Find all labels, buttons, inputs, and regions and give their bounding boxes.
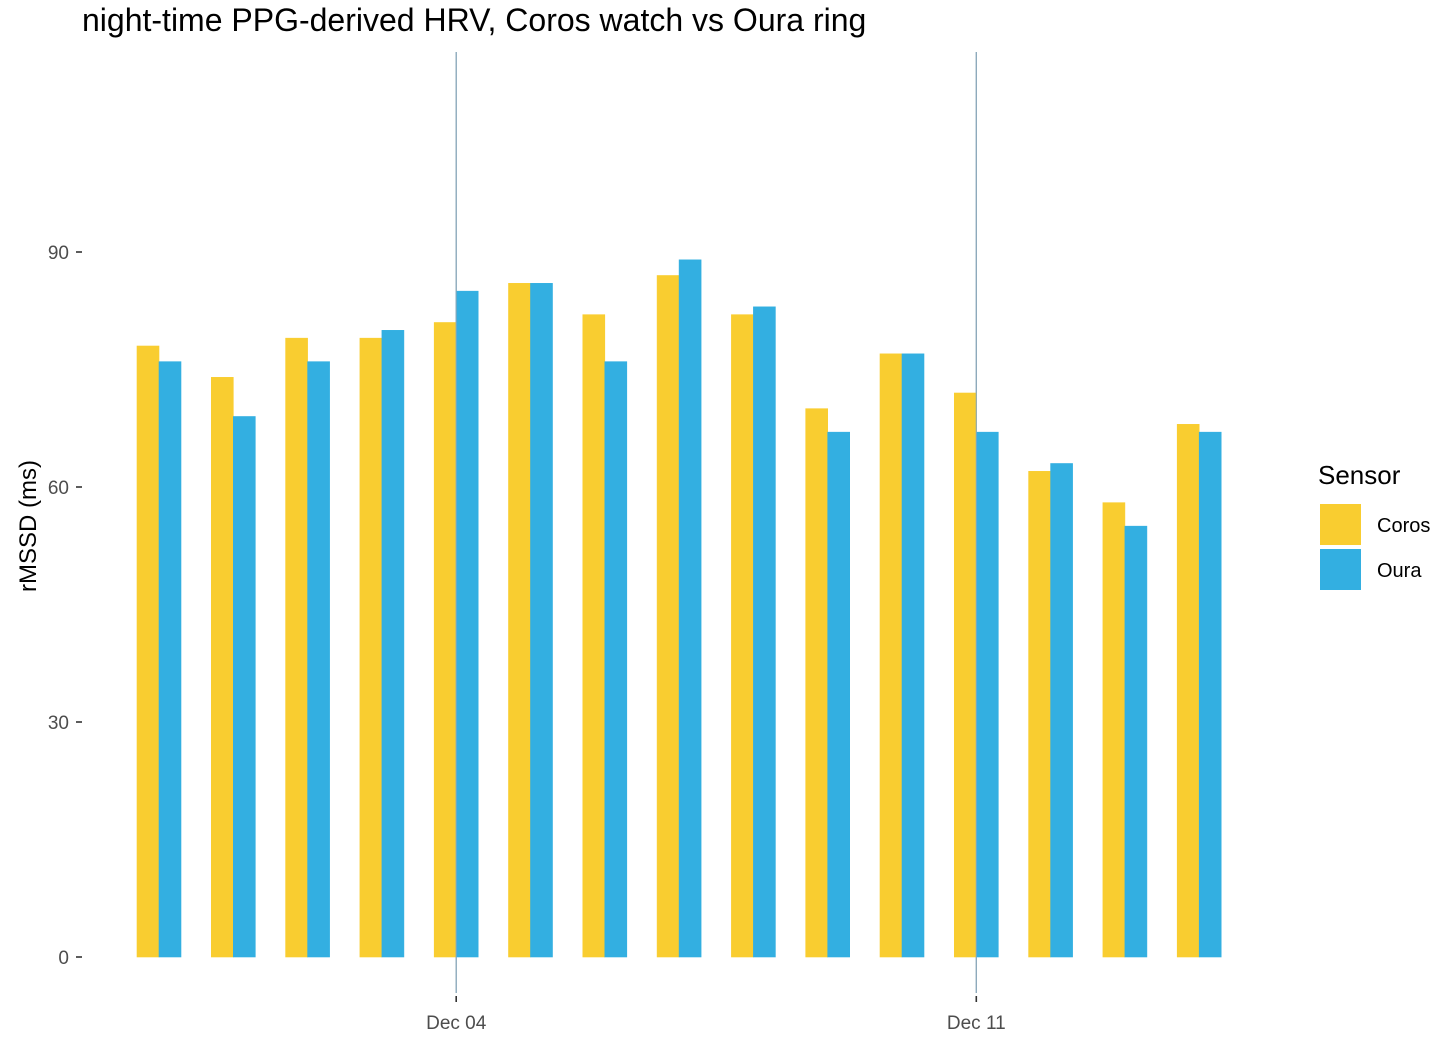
x-tick-label-1: Dec 11 — [947, 1013, 1006, 1034]
y-tick-label-0: 0 — [58, 948, 69, 969]
legend-label-coros: Coros — [1377, 515, 1430, 537]
bar-oura-2 — [307, 361, 330, 958]
bar-coros-6 — [582, 314, 606, 958]
bar-coros-3 — [359, 337, 383, 958]
bar-oura-13 — [1124, 525, 1148, 958]
chart-title: night-time PPG-derived HRV, Coros watch … — [82, 2, 866, 38]
bar-oura-4 — [455, 290, 479, 958]
legend-title: Sensor — [1318, 460, 1401, 490]
bar-oura-1 — [233, 416, 256, 958]
bar-coros-11 — [953, 392, 977, 958]
y-tick-label-30: 30 — [48, 713, 69, 734]
plot-area — [136, 52, 1222, 993]
legend-key-coros — [1320, 504, 1361, 545]
bar-oura-10 — [901, 353, 925, 958]
bar-oura-14 — [1198, 431, 1222, 958]
bar-oura-11 — [975, 431, 999, 958]
bar-coros-13 — [1102, 502, 1126, 958]
bar-oura-6 — [604, 361, 628, 958]
y-axis-title: rMSSD (ms) — [15, 460, 42, 592]
bar-coros-2 — [285, 337, 308, 958]
bar-oura-9 — [827, 431, 851, 958]
bar-coros-0 — [136, 345, 160, 958]
bar-coros-14 — [1176, 424, 1200, 958]
y-axis: 0 30 60 90 — [48, 243, 82, 969]
bar-coros-10 — [879, 353, 903, 958]
x-tick-label-0: Dec 04 — [426, 1013, 487, 1034]
bar-oura-12 — [1050, 463, 1073, 958]
bar-oura-0 — [158, 361, 182, 958]
bar-coros-7 — [656, 275, 680, 958]
legend-label-oura: Oura — [1377, 560, 1422, 582]
bar-coros-5 — [508, 283, 531, 958]
bar-oura-5 — [530, 283, 553, 958]
legend: Sensor Coros Oura — [1318, 460, 1430, 590]
bar-coros-4 — [433, 322, 457, 958]
bar-coros-9 — [805, 408, 829, 958]
x-axis: Dec 04 Dec 11 — [426, 996, 1006, 1034]
bar-oura-3 — [381, 330, 405, 958]
legend-key-oura — [1320, 549, 1361, 590]
y-tick-label-60: 60 — [48, 478, 69, 499]
bar-oura-8 — [753, 306, 776, 958]
y-tick-label-90: 90 — [48, 243, 69, 264]
bar-coros-8 — [731, 314, 754, 958]
bar-oura-7 — [678, 259, 702, 958]
bar-coros-1 — [211, 377, 234, 958]
bar-coros-12 — [1028, 471, 1051, 958]
